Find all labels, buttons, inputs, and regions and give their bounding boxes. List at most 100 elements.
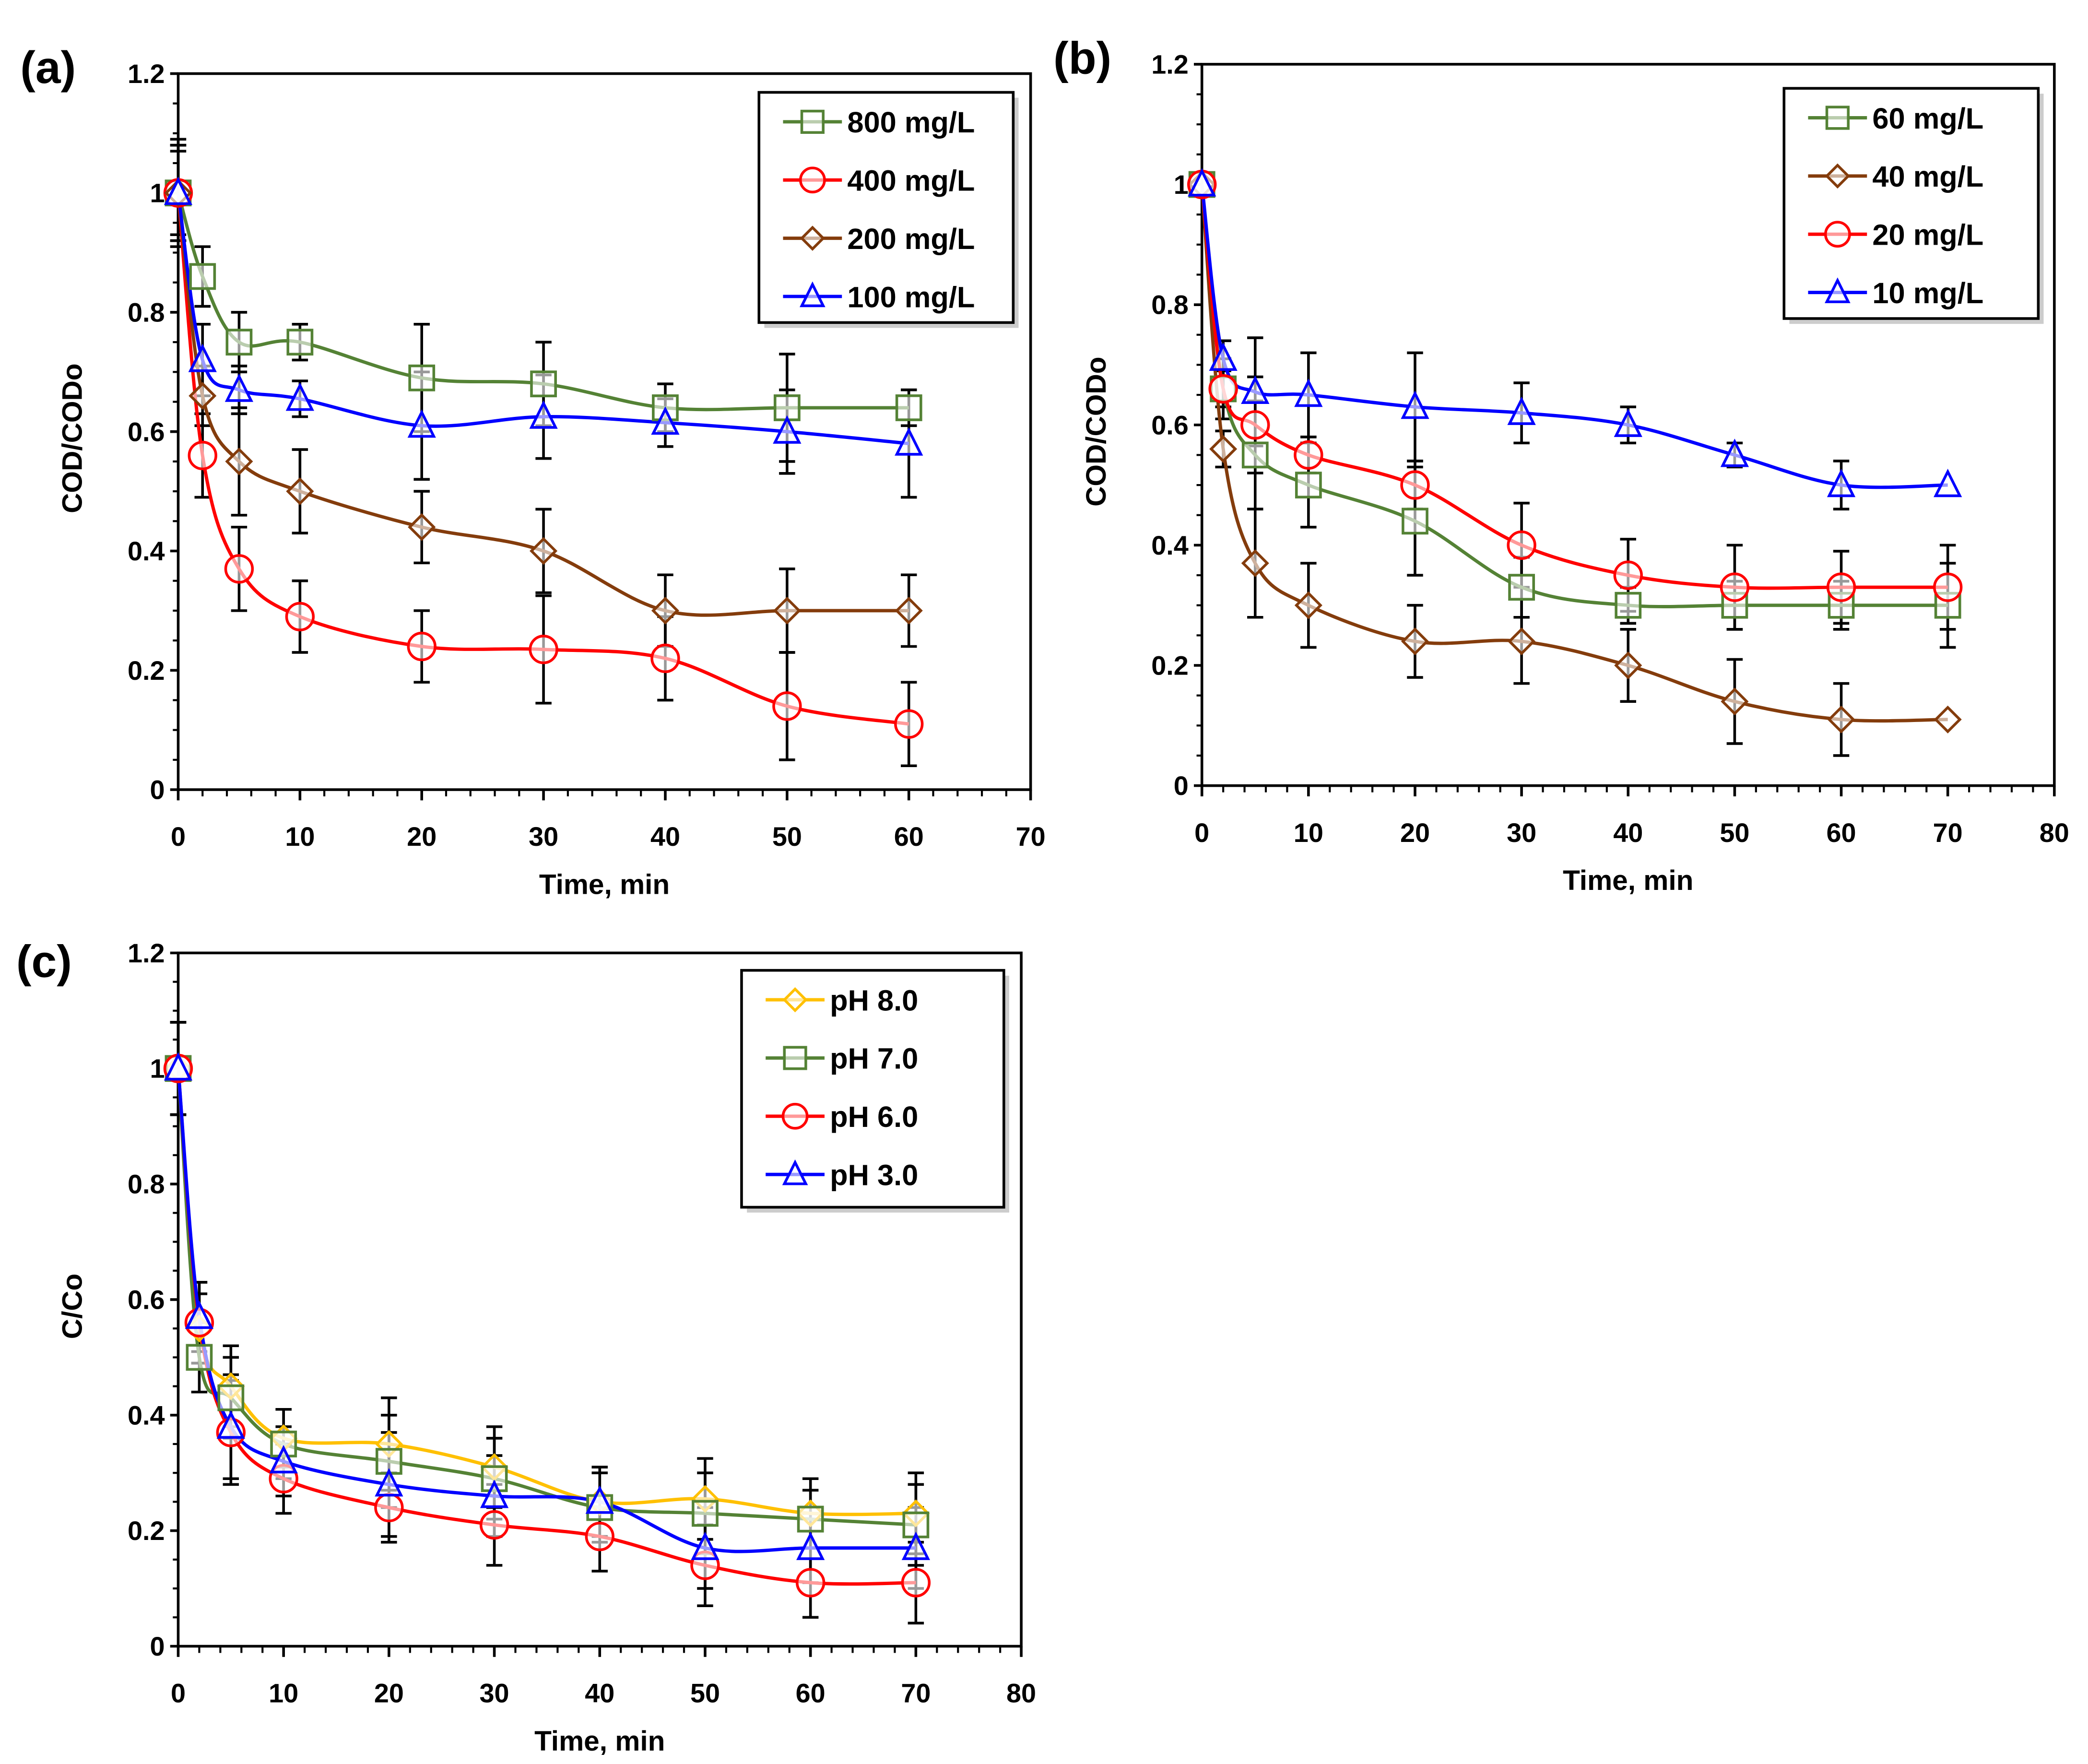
- data-point-triangle: [480, 1480, 509, 1508]
- data-point-diamond: [1827, 705, 1855, 734]
- data-point-triangle: [1401, 391, 1429, 419]
- y-tick-label: 0.6: [1151, 410, 1189, 440]
- data-point-diamond: [530, 537, 558, 565]
- legend-label: 20 mg/L: [1872, 219, 1983, 252]
- data-point-triangle: [796, 1531, 825, 1560]
- panel-label: (a): [20, 42, 76, 93]
- x-tick-label: 70: [1933, 817, 1963, 848]
- y-tick-label: 0.8: [128, 297, 165, 327]
- data-point-triangle: [773, 415, 802, 444]
- y-tick-label: 0: [150, 1631, 165, 1661]
- data-point-square: [1241, 441, 1269, 469]
- x-tick-label: 40: [585, 1678, 614, 1708]
- y-tick-label: 0.2: [128, 655, 165, 686]
- legend-label: 200 mg/L: [847, 223, 975, 256]
- x-tick-label: 20: [1400, 817, 1430, 848]
- data-point-circle: [374, 1492, 404, 1523]
- x-tick-label: 0: [171, 821, 186, 852]
- data-point-square: [1508, 574, 1535, 601]
- data-point-triangle: [188, 343, 217, 372]
- x-tick-label: 10: [269, 1678, 298, 1708]
- data-point-triangle: [585, 1485, 614, 1514]
- legend-label: 60 mg/L: [1872, 102, 1983, 135]
- x-tick-label: 70: [1016, 821, 1046, 852]
- data-point-triangle: [529, 400, 558, 429]
- data-point-circle: [224, 554, 254, 584]
- y-tick-label: 1: [150, 1054, 165, 1084]
- legend-label: 400 mg/L: [847, 165, 975, 198]
- y-tick-label: 0: [1174, 770, 1189, 801]
- data-point-circle: [1294, 440, 1323, 470]
- legend-label: 40 mg/L: [1872, 160, 1983, 193]
- data-point-circle: [1826, 572, 1856, 602]
- data-point-triangle: [1507, 396, 1536, 425]
- series-line-2: [1200, 184, 1948, 590]
- data-point-square: [217, 1384, 245, 1411]
- data-point-triangle: [1188, 168, 1216, 197]
- legend-label: pH 8.0: [830, 984, 918, 1017]
- data-point-circle: [1400, 470, 1430, 500]
- data-point-circle: [585, 1521, 614, 1551]
- data-point-circle: [901, 1568, 931, 1598]
- data-point-square: [481, 1465, 508, 1492]
- x-tick-label: 80: [1006, 1678, 1036, 1708]
- y-axis-label: COD/CODo: [57, 363, 88, 513]
- y-tick-label: 0.2: [128, 1515, 165, 1546]
- legend-triangle-icon: [800, 281, 826, 308]
- legend-square-icon: [783, 1046, 807, 1070]
- x-tick-label: 30: [480, 1678, 509, 1708]
- data-point-square: [286, 329, 314, 356]
- y-tick-label: 0: [150, 775, 165, 805]
- x-axis-label: Time, min: [1563, 865, 1693, 896]
- data-point-circle: [1507, 530, 1536, 560]
- data-point-triangle: [224, 373, 254, 402]
- data-point-circle: [795, 1568, 826, 1598]
- data-point-triangle: [895, 427, 923, 456]
- data-point-square: [1295, 472, 1322, 498]
- panel-c: (c) 0 0.2 0.4 0.6 0.8 1 1.2 0 10 20 30 40 50 60 70 80 Tim…: [16, 936, 1036, 1757]
- series-line-0: [177, 192, 909, 412]
- legend-triangle-icon: [782, 1159, 808, 1185]
- legend: pH 8.0 pH 7.0 pH 6.0 pH 3.0: [740, 969, 1009, 1213]
- data-point-square: [189, 263, 216, 290]
- data-point-square: [1615, 592, 1642, 619]
- data-point-triangle: [285, 382, 314, 411]
- data-point-triangle: [901, 1531, 930, 1560]
- y-tick-label: 1: [150, 178, 165, 208]
- panel-label: (b): [1053, 33, 1111, 83]
- x-tick-label: 20: [407, 821, 436, 852]
- x-tick-label: 10: [1294, 817, 1323, 848]
- panel-a: (a) 0 0.2 0.4 0.6 0.8 1 1.2 0 10 20 30 40 50 60 70 Time,…: [20, 42, 1045, 900]
- data-point-circle: [1208, 374, 1238, 404]
- data-point-triangle: [185, 1300, 214, 1329]
- data-point-square: [1402, 508, 1428, 535]
- y-tick-label: 0.6: [128, 416, 165, 447]
- legend: 800 mg/L 400 mg/L 200 mg/L 100 mg/L: [757, 91, 1019, 328]
- data-point-triangle: [1720, 438, 1749, 467]
- y-tick-label: 0.8: [128, 1169, 165, 1199]
- y-tick-label: 0.4: [1151, 530, 1189, 560]
- data-point-diamond: [1401, 627, 1429, 655]
- data-point-triangle: [216, 1410, 245, 1439]
- data-point-diamond: [895, 596, 923, 625]
- x-tick-label: 80: [2040, 817, 2069, 848]
- data-point-triangle: [164, 177, 193, 205]
- data-point-circle: [407, 631, 436, 662]
- data-point-triangle: [407, 409, 436, 438]
- x-axis-label: Time, min: [539, 869, 670, 900]
- x-tick-label: 70: [901, 1678, 931, 1708]
- data-point-triangle: [269, 1444, 298, 1474]
- legend-label: 100 mg/L: [847, 281, 975, 314]
- data-point-diamond: [1294, 591, 1322, 619]
- y-tick-label: 0.2: [1151, 651, 1189, 681]
- legend-label: pH 3.0: [830, 1159, 918, 1192]
- y-axis-label: C/Co: [57, 1274, 88, 1339]
- y-tick-label: 0.8: [1151, 290, 1189, 320]
- data-point-circle: [529, 635, 558, 664]
- legend: 60 mg/L 40 mg/L 20 mg/L 10 mg/L: [1782, 87, 2044, 324]
- y-tick-label: 0.6: [128, 1284, 165, 1314]
- data-point-triangle: [1241, 375, 1270, 404]
- data-point-triangle: [1614, 408, 1642, 437]
- data-point-circle: [285, 602, 315, 631]
- legend-box: [740, 969, 1005, 1209]
